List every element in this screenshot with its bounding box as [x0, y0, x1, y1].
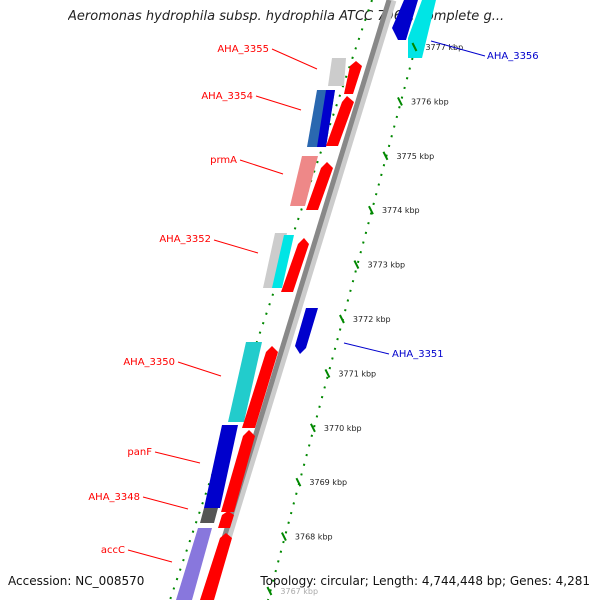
callout-line [239, 159, 284, 175]
gene-arrow-panf[interactable] [221, 430, 255, 512]
scale-tick [368, 205, 374, 215]
callout-line [154, 451, 201, 464]
callout-line [127, 549, 173, 563]
gene-label-aha-3350[interactable]: AHA_3350 [123, 357, 175, 368]
scale-tick [266, 586, 273, 596]
gene-label-aha-3356[interactable]: AHA_3356 [487, 51, 539, 62]
gene-box-aha-3352-cyan[interactable] [272, 235, 294, 288]
scale-tick-label: 3771 kbp [338, 369, 376, 378]
gene-label-aha-3351[interactable]: AHA_3351 [392, 349, 444, 360]
scale-tick-label: 3774 kbp [382, 206, 420, 215]
callout-line [430, 40, 486, 57]
scale-tick-label: 3767 kbp [280, 587, 318, 596]
gene-label-accc[interactable]: accC [101, 545, 125, 556]
scale-tick [382, 151, 389, 161]
scale-tick-label: 3768 kbp [295, 533, 333, 542]
forward-strand-features [295, 0, 436, 354]
backbone-shadow [203, 0, 397, 600]
reverse-strand-features [176, 58, 362, 600]
gene-arrow-aha-3348[interactable] [218, 511, 234, 528]
gene-label-aha-3352[interactable]: AHA_3352 [159, 234, 211, 245]
callout-line [177, 361, 222, 377]
callout-line [255, 95, 302, 111]
gene-arrow-aha-3351[interactable] [295, 308, 318, 354]
scale-tick-label: 3769 kbp [309, 478, 347, 487]
gene-box-aha-3354-dark[interactable] [317, 90, 335, 147]
gene-arrow-aha-3350[interactable] [242, 346, 278, 428]
scale-tick [295, 477, 302, 487]
scale-tick-label: 3777 kbp [425, 43, 463, 52]
scale-tick-label: 3776 kbp [411, 97, 449, 106]
gene-label-prma[interactable]: prmA [210, 155, 237, 166]
gene-arrow-accc[interactable] [200, 533, 232, 600]
gene-box-aha-3352[interactable] [263, 233, 287, 288]
gene-box-aha-3350[interactable] [228, 342, 262, 422]
callout-line [271, 48, 318, 70]
scale-tick [339, 314, 345, 324]
gene-arrow-aha-3354[interactable] [326, 96, 354, 146]
forward-gene-labels: AHA_3356 AHA_3351 [343, 40, 539, 360]
outer-dotted-track [267, 0, 429, 600]
scale-tick-label: 3775 kbp [396, 152, 434, 161]
gene-box-accc[interactable] [176, 528, 212, 600]
gene-box-aha-3355[interactable] [328, 58, 346, 86]
gene-box-panf[interactable] [204, 425, 238, 508]
gene-box-aha-3356[interactable] [408, 0, 436, 58]
inner-dotted-track [169, 0, 373, 600]
gene-arrow-aha-3356-blue[interactable] [392, 0, 418, 40]
accession-label: Accession: NC_008570 [8, 574, 145, 588]
gene-label-aha-3348[interactable]: AHA_3348 [88, 492, 140, 503]
genome-summary: Topology: circular; Length: 4,744,448 bp… [260, 574, 590, 588]
scale-tick-label: 3773 kbp [367, 261, 405, 270]
scale-ticks: 3777 kbp 3776 kbp 3775 kbp 3774 kbp 3773 kbp… [266, 42, 463, 596]
gene-label-aha-3354[interactable]: AHA_3354 [201, 91, 253, 102]
scale-tick [310, 423, 316, 433]
gene-label-aha-3355[interactable]: AHA_3355 [217, 44, 269, 55]
reverse-gene-labels: AHA_3355 AHA_3354 prmA AHA_3352 AHA_3350… [88, 44, 318, 563]
scale-tick [324, 368, 331, 378]
gene-box-aha-3348[interactable] [200, 508, 218, 523]
gene-box-prma[interactable] [290, 156, 318, 206]
gene-arrow-prma[interactable] [306, 162, 333, 210]
gene-arrow-aha-3352[interactable] [281, 238, 309, 292]
gene-arrow-aha-3355[interactable] [344, 61, 362, 94]
callout-line [142, 496, 189, 510]
scale-tick-label: 3770 kbp [324, 424, 362, 433]
scale-tick [397, 96, 403, 106]
scale-tick [353, 260, 360, 270]
scale-tick [411, 42, 418, 52]
scale-tick [281, 532, 287, 542]
scale-tick-label: 3772 kbp [353, 315, 391, 324]
callout-line [213, 239, 259, 254]
gene-label-panf[interactable]: panF [127, 447, 152, 458]
callout-line [343, 342, 390, 355]
